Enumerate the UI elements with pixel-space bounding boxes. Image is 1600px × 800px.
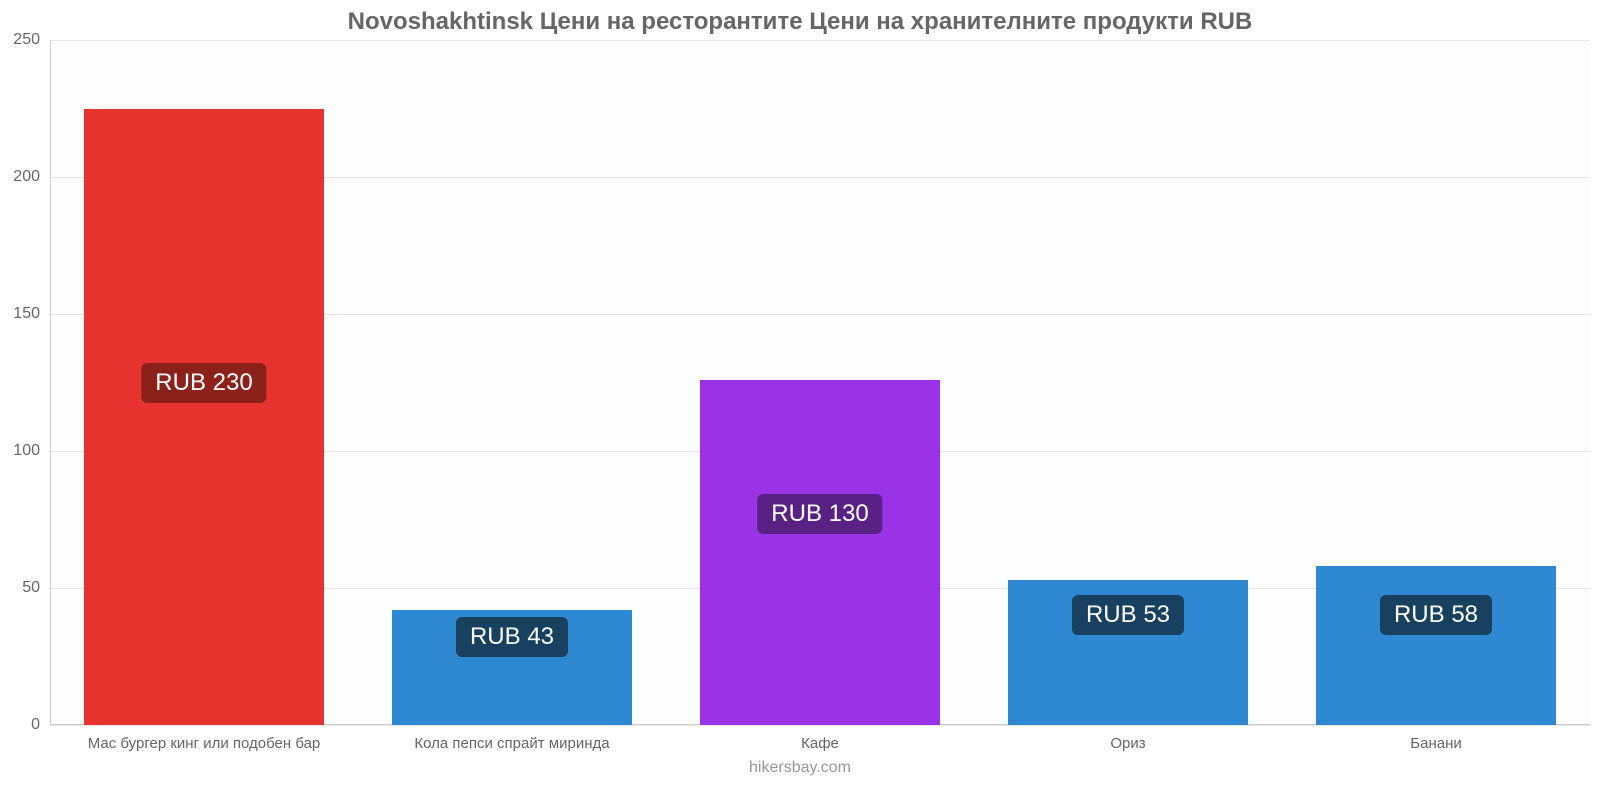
y-tick-label: 200 bbox=[0, 168, 40, 186]
plot-area bbox=[50, 40, 1590, 725]
x-tick-label: Мас бургер кинг или подобен бар bbox=[88, 735, 321, 752]
y-tick-label: 100 bbox=[0, 442, 40, 460]
value-badge: RUB 58 bbox=[1380, 595, 1492, 635]
bar bbox=[1316, 566, 1556, 725]
x-tick-label: Кола пепси спрайт миринда bbox=[414, 735, 609, 752]
value-badge: RUB 230 bbox=[141, 363, 266, 403]
y-tick-label: 150 bbox=[0, 305, 40, 323]
grid-line bbox=[50, 725, 1590, 726]
value-badge: RUB 43 bbox=[456, 617, 568, 657]
value-badge: RUB 53 bbox=[1072, 595, 1184, 635]
bar bbox=[84, 109, 324, 726]
chart-title: Novoshakhtinsk Цени на ресторантите Цени… bbox=[0, 0, 1600, 36]
x-tick-label: Ориз bbox=[1110, 735, 1145, 752]
y-tick-label: 250 bbox=[0, 31, 40, 49]
source-credit: hikersbay.com bbox=[0, 759, 1600, 777]
x-tick-label: Кафе bbox=[801, 735, 839, 752]
bars-row bbox=[50, 40, 1590, 725]
bar bbox=[700, 380, 940, 725]
x-tick-label: Банани bbox=[1410, 735, 1461, 752]
bar-slot bbox=[666, 40, 974, 725]
y-tick-label: 50 bbox=[0, 579, 40, 597]
y-tick-label: 0 bbox=[0, 716, 40, 734]
value-badge: RUB 130 bbox=[757, 494, 882, 534]
chart-container: { "chart": { "type": "bar", "title": "No… bbox=[0, 0, 1600, 800]
